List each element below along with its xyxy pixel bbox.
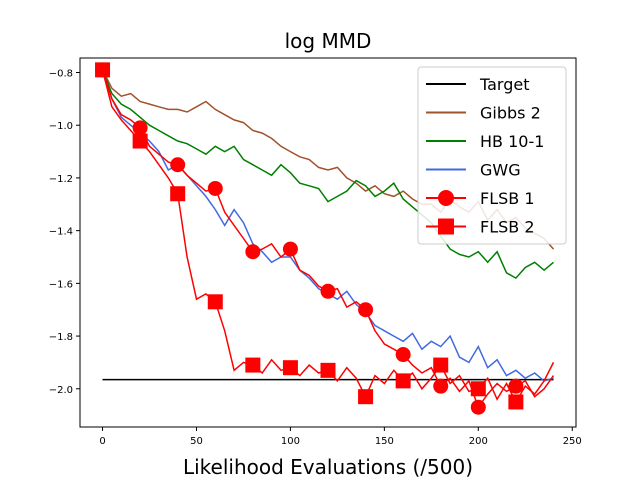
data-point-flsb-2 — [433, 357, 449, 373]
x-tick-label: 0 — [99, 436, 105, 447]
data-point-flsb-1 — [320, 283, 336, 299]
data-point-flsb-2 — [245, 357, 261, 373]
y-tick-label: −1.0 — [49, 121, 73, 132]
data-point-flsb-1 — [282, 241, 298, 257]
y-tick-label: −1.2 — [49, 174, 73, 185]
data-point-flsb-2 — [95, 62, 111, 78]
plot-area — [95, 62, 555, 415]
y-tick-label: −1.6 — [49, 279, 73, 290]
data-point-flsb-2 — [170, 186, 186, 202]
y-tick-label: −1.4 — [49, 227, 73, 238]
data-point-flsb-2 — [395, 373, 411, 389]
data-point-flsb-2 — [470, 381, 486, 397]
data-point-flsb-2 — [320, 362, 336, 378]
plot-frame — [79, 57, 577, 428]
data-point-flsb-2 — [132, 133, 148, 149]
data-point-flsb-1 — [245, 244, 261, 260]
y-tick-label: −0.8 — [49, 68, 73, 79]
legend-marker — [438, 218, 454, 235]
series-flsb-2 — [95, 62, 555, 410]
legend-marker — [438, 190, 454, 206]
data-point-flsb-1 — [207, 180, 223, 196]
chart-title: log MMD — [285, 29, 372, 53]
data-point-flsb-1 — [358, 302, 374, 318]
data-point-flsb-2 — [282, 360, 298, 376]
data-point-flsb-2 — [508, 394, 524, 410]
legend-item-flsb-1: FLSB 1 — [426, 189, 535, 208]
data-point-flsb-1 — [132, 120, 148, 136]
x-tick-label: 50 — [190, 436, 203, 447]
y-axis: −2.0 −1.8 −1.6 −1.4 −1.2 −1.0 −0.8 — [49, 68, 80, 396]
legend-label: FLSB 1 — [480, 189, 535, 208]
x-axis: 0 50 100 150 200 250 — [99, 427, 582, 447]
x-tick-label: 100 — [281, 436, 300, 447]
data-point-flsb-1 — [433, 378, 449, 394]
legend-item-hb-10-1: HB 10-1 — [426, 132, 544, 151]
legend: Target Gibbs 2 HB 10-1 GWG FLSB 1 FLSB 2 — [417, 66, 567, 245]
legend-item-target: Target — [426, 75, 530, 94]
data-point-flsb-1 — [170, 157, 186, 173]
x-tick-label: 150 — [375, 436, 394, 447]
legend-item-flsb-2: FLSB 2 — [426, 218, 535, 237]
data-point-flsb-1 — [508, 378, 524, 394]
series-line-hb-10-1 — [101, 69, 554, 280]
data-point-flsb-1 — [395, 347, 411, 363]
legend-label: Gibbs 2 — [480, 104, 541, 123]
x-tick-label: 250 — [563, 436, 582, 447]
data-point-flsb-2 — [358, 389, 374, 405]
legend-label: Target — [479, 75, 530, 94]
y-tick-label: −1.8 — [49, 332, 73, 343]
legend-label: GWG — [480, 161, 521, 180]
x-tick-label: 200 — [469, 436, 488, 447]
x-axis-label: Likelihood Evaluations (/500) — [183, 455, 473, 479]
legend-label: HB 10-1 — [480, 132, 544, 151]
data-point-flsb-1 — [470, 399, 486, 415]
data-point-flsb-2 — [207, 294, 223, 310]
legend-box — [417, 66, 567, 245]
legend-item-gibbs-2: Gibbs 2 — [426, 104, 541, 123]
series-hb-10-1 — [101, 69, 554, 280]
legend-item-gwg: GWG — [426, 161, 521, 180]
legend-label: FLSB 2 — [480, 218, 535, 237]
y-tick-label: −2.0 — [49, 385, 73, 396]
